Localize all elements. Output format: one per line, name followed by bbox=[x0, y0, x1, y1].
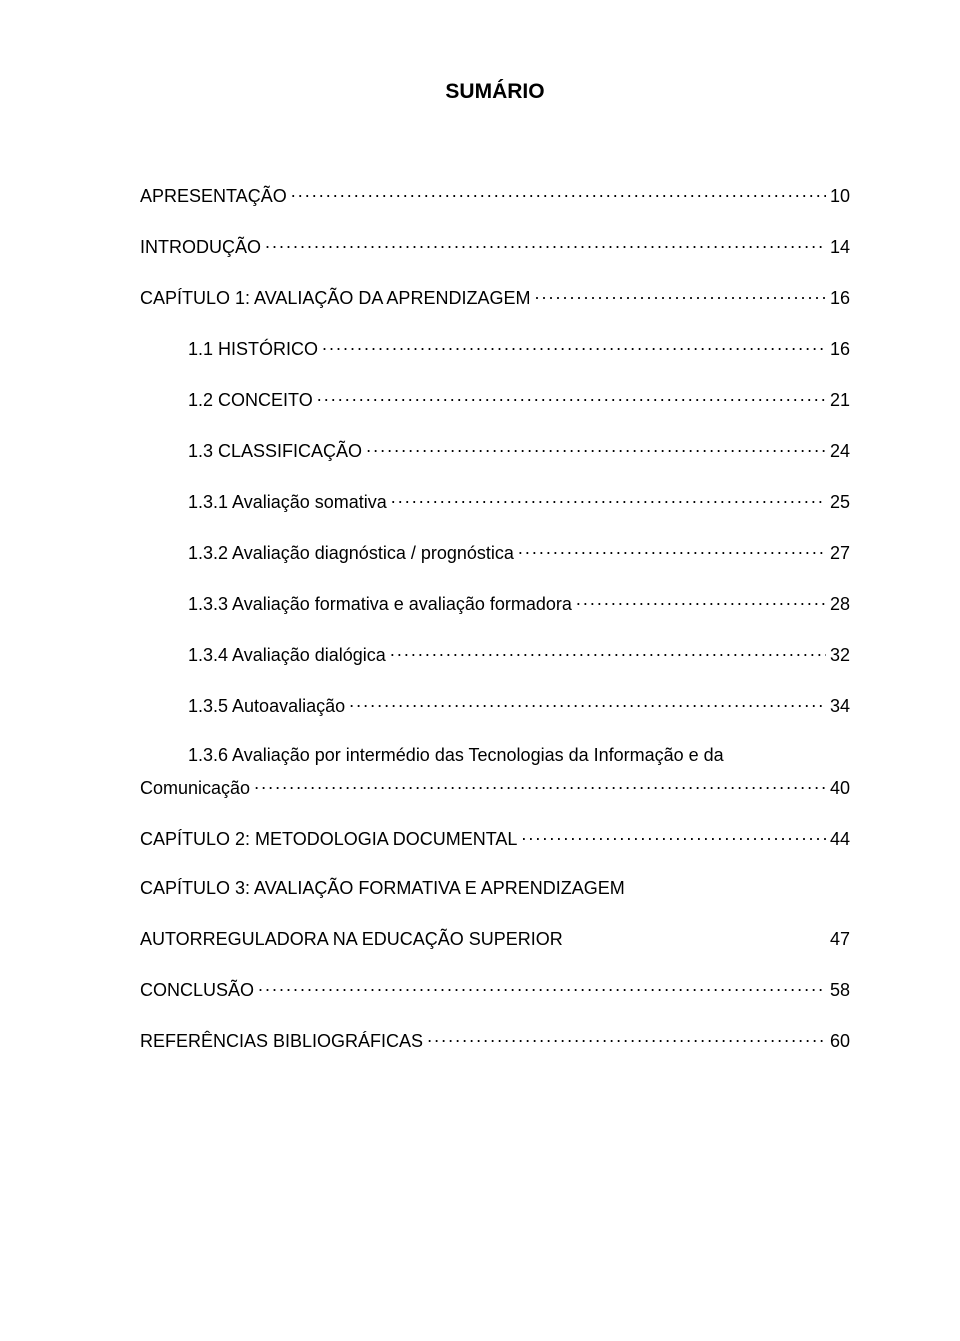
toc-entry-1-3-5: 1.3.5 Autoavaliação 34 bbox=[140, 694, 850, 717]
toc-leader bbox=[349, 694, 826, 712]
toc-page: 32 bbox=[830, 645, 850, 666]
toc-leader bbox=[317, 388, 826, 406]
toc-label: 1.3.1 Avaliação somativa bbox=[188, 492, 387, 513]
toc-leader bbox=[521, 827, 826, 845]
toc-page: 47 bbox=[830, 929, 850, 950]
toc-leader bbox=[291, 184, 826, 202]
toc-entry-1-1: 1.1 HISTÓRICO 16 bbox=[140, 337, 850, 360]
toc-page: 24 bbox=[830, 441, 850, 462]
toc-page: 60 bbox=[830, 1031, 850, 1052]
toc-label: AUTORREGULADORA NA EDUCAÇÃO SUPERIOR bbox=[140, 929, 563, 950]
toc-entry-apresentacao: APRESENTAÇÃO 10 bbox=[140, 184, 850, 207]
toc-leader bbox=[518, 541, 826, 559]
toc-label: INTRODUÇÃO bbox=[140, 237, 261, 258]
toc-entry-referencias: REFERÊNCIAS BIBLIOGRÁFICAS 60 bbox=[140, 1029, 850, 1052]
toc-page: 58 bbox=[830, 980, 850, 1001]
toc-entry-cap3-line1: CAPÍTULO 3: AVALIAÇÃO FORMATIVA E APREND… bbox=[140, 878, 850, 899]
toc-entry-1-3: 1.3 CLASSIFICAÇÃO 24 bbox=[140, 439, 850, 462]
toc-page: 44 bbox=[830, 829, 850, 850]
toc-entry-introducao: INTRODUÇÃO 14 bbox=[140, 235, 850, 258]
toc-page: 21 bbox=[830, 390, 850, 411]
toc-leader bbox=[254, 776, 826, 794]
toc-entry-1-3-4: 1.3.4 Avaliação dialógica 32 bbox=[140, 643, 850, 666]
toc-leader bbox=[391, 490, 826, 508]
toc-page: 10 bbox=[830, 186, 850, 207]
toc-leader bbox=[366, 439, 826, 457]
toc-leader bbox=[576, 592, 826, 610]
toc-label: CAPÍTULO 2: METODOLOGIA DOCUMENTAL bbox=[140, 829, 517, 850]
toc-page: 40 bbox=[830, 778, 850, 799]
toc-leader bbox=[427, 1029, 826, 1047]
toc-label: 1.3.5 Autoavaliação bbox=[188, 696, 345, 717]
toc-page: 25 bbox=[830, 492, 850, 513]
toc-page: 16 bbox=[830, 288, 850, 309]
toc-page: 16 bbox=[830, 339, 850, 360]
toc-spacer bbox=[567, 927, 826, 945]
toc-label: CONCLUSÃO bbox=[140, 980, 254, 1001]
toc-label: 1.1 HISTÓRICO bbox=[188, 339, 318, 360]
page-title: SUMÁRIO bbox=[140, 80, 850, 104]
toc-entry-conclusao: CONCLUSÃO 58 bbox=[140, 978, 850, 1001]
toc-entry-cap2: CAPÍTULO 2: METODOLOGIA DOCUMENTAL 44 bbox=[140, 827, 850, 850]
toc-label: REFERÊNCIAS BIBLIOGRÁFICAS bbox=[140, 1031, 423, 1052]
toc-entry-1-3-1: 1.3.1 Avaliação somativa 25 bbox=[140, 490, 850, 513]
toc-leader bbox=[534, 286, 826, 304]
toc-label: 1.3.2 Avaliação diagnóstica / prognóstic… bbox=[188, 543, 514, 564]
toc-page: 27 bbox=[830, 543, 850, 564]
toc-label: CAPÍTULO 1: AVALIAÇÃO DA APRENDIZAGEM bbox=[140, 288, 530, 309]
toc-entry-cap1: CAPÍTULO 1: AVALIAÇÃO DA APRENDIZAGEM 16 bbox=[140, 286, 850, 309]
toc-entry-cap3-line2: AUTORREGULADORA NA EDUCAÇÃO SUPERIOR 47 bbox=[140, 927, 850, 950]
toc-label: 1.3.4 Avaliação dialógica bbox=[188, 645, 386, 666]
toc-page: 14 bbox=[830, 237, 850, 258]
toc-entry-1-2: 1.2 CONCEITO 21 bbox=[140, 388, 850, 411]
toc-label: 1.2 CONCEITO bbox=[188, 390, 313, 411]
toc-leader bbox=[258, 978, 826, 996]
toc-page: 34 bbox=[830, 696, 850, 717]
toc-leader bbox=[390, 643, 826, 661]
toc-leader bbox=[265, 235, 826, 253]
toc-label: 1.3.3 Avaliação formativa e avaliação fo… bbox=[188, 594, 572, 615]
toc-entry-1-3-3: 1.3.3 Avaliação formativa e avaliação fo… bbox=[140, 592, 850, 615]
toc-label: 1.3 CLASSIFICAÇÃO bbox=[188, 441, 362, 462]
toc-label: APRESENTAÇÃO bbox=[140, 186, 287, 207]
toc-page: 28 bbox=[830, 594, 850, 615]
toc-entry-1-3-6: 1.3.6 Avaliação por intermédio das Tecno… bbox=[140, 745, 850, 799]
toc-label-line1: 1.3.6 Avaliação por intermédio das Tecno… bbox=[140, 745, 850, 766]
toc-label-line2: Comunicação bbox=[140, 778, 250, 799]
toc-entry-1-3-2: 1.3.2 Avaliação diagnóstica / prognóstic… bbox=[140, 541, 850, 564]
toc-leader bbox=[322, 337, 826, 355]
